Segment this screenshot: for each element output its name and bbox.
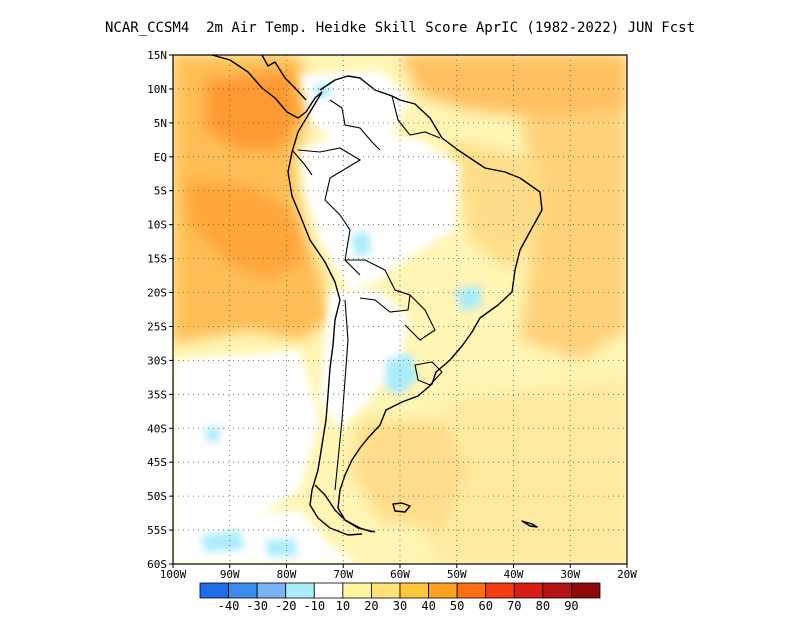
field-negative-southpac (200, 530, 245, 552)
field-negative-southpac-2 (265, 538, 298, 557)
colorbar-label: 20 (364, 599, 378, 613)
lat-tick-label: 5N (154, 117, 167, 130)
west-coast (287, 91, 363, 536)
field-brazil-coast (450, 140, 545, 270)
border-ecuador-peru (291, 149, 313, 176)
colorbar-label: 10 (336, 599, 350, 613)
skill-field (173, 55, 627, 564)
colorbar-swatch (485, 582, 515, 599)
lon-tick-label: 40W (504, 568, 524, 581)
field-patagonia-warm (350, 420, 470, 530)
colorbar-swatch (542, 582, 572, 599)
lat-tick-label: 10N (147, 83, 167, 96)
map-title: NCAR_CCSM4 2m Air Temp. Heidke Skill Sco… (104, 20, 695, 36)
colorbar-label: 60 (478, 599, 492, 613)
field-atlantic-east (520, 110, 627, 360)
lat-tick-label: 10S (147, 219, 167, 232)
lon-tick-label: 50W (447, 568, 467, 581)
field-pacific-deep-2 (185, 180, 305, 280)
lat-tick-label: 15S (147, 253, 167, 266)
field-negative-bolivia (350, 230, 372, 258)
field-negative-sebrazil (455, 285, 482, 312)
field-pacific-deep (205, 70, 300, 150)
lat-tick-label: 35S (147, 388, 167, 401)
lon-axis: 100W 90W 80W 70W 60W 50W 40W 30W 20W (160, 564, 637, 581)
falklands (392, 502, 411, 513)
lat-axis: 15N 10N 5N EQ 5S 10S 15S 20S 25S 30S 35S 40S 45S 50S 5… (147, 49, 173, 571)
tierra-del-fuego (314, 484, 373, 533)
colorbar-swatch (399, 582, 429, 599)
lat-tick-label: 15N (147, 49, 167, 62)
lat-tick-label: 30S (147, 354, 167, 367)
lat-tick-label: 25S (147, 320, 167, 333)
border-uruguay (414, 361, 443, 386)
lat-tick-label: 5S (154, 185, 167, 198)
colorbar-swatch (371, 582, 401, 599)
colorbar-label: -20 (275, 599, 297, 613)
colorbar-swatch (285, 582, 315, 599)
lat-tick-label: 50S (147, 490, 167, 503)
lat-tick-label: 40S (147, 422, 167, 435)
field-negative-laplata (385, 352, 418, 395)
border-colombia-venezuela (329, 99, 381, 151)
lon-tick-label: 30W (560, 568, 580, 581)
field-amazon-white (300, 130, 460, 290)
south-america-coast (319, 75, 543, 533)
colorbar-swatch (342, 582, 372, 599)
border-colombia-peru (297, 147, 362, 201)
colorbar-label: -30 (246, 599, 268, 613)
border-peru-brazil (324, 199, 361, 276)
colorbar-swatch (228, 582, 258, 599)
colorbar-label: 30 (393, 599, 407, 613)
colorbar-label: 80 (536, 599, 550, 613)
lon-tick-label: 60W (390, 568, 410, 581)
field-southeast-pacific-white (173, 350, 320, 520)
lon-tick-label: 20W (617, 568, 637, 581)
field-negative-west (205, 426, 220, 442)
border-paraguay (394, 289, 436, 341)
colorbar: -40 -30 -20 -10 10 20 30 40 50 60 70 80 90 (199, 582, 601, 613)
lat-tick-label: 20S (147, 287, 167, 300)
lon-tick-label: 100W (160, 568, 187, 581)
colorbar-swatch (513, 582, 544, 599)
lat-tick-label: 60S (147, 558, 167, 571)
field-caribbean-orange (400, 55, 627, 120)
colorbar-swatch (313, 582, 344, 599)
lon-tick-label: 70W (333, 568, 353, 581)
colorbar-label: -40 (218, 599, 240, 613)
lat-tick-label: EQ (154, 151, 167, 164)
colorbar-swatch (571, 582, 601, 599)
lon-tick-label: 80W (277, 568, 297, 581)
grid-lines (173, 55, 627, 564)
colorbar-label: -10 (303, 599, 325, 613)
colorbar-label: 90 (564, 599, 578, 613)
colorbar-label: 40 (421, 599, 435, 613)
colorbar-swatch (256, 582, 287, 599)
border-guianas (391, 95, 441, 139)
central-america-coast-north (261, 55, 307, 101)
south-georgia (521, 520, 538, 528)
central-america-coast (211, 55, 323, 119)
field-andes-white (320, 290, 410, 430)
colorbar-swatch (199, 582, 229, 599)
colorbar-label: 70 (507, 599, 521, 613)
coastlines (211, 55, 543, 536)
colorbar-label: 50 (450, 599, 464, 613)
lon-tick-label: 90W (220, 568, 240, 581)
colorbar-swatch (456, 582, 487, 599)
colorbar-swatch (428, 582, 458, 599)
lat-tick-label: 55S (147, 524, 167, 537)
lat-tick-label: 45S (147, 456, 167, 469)
